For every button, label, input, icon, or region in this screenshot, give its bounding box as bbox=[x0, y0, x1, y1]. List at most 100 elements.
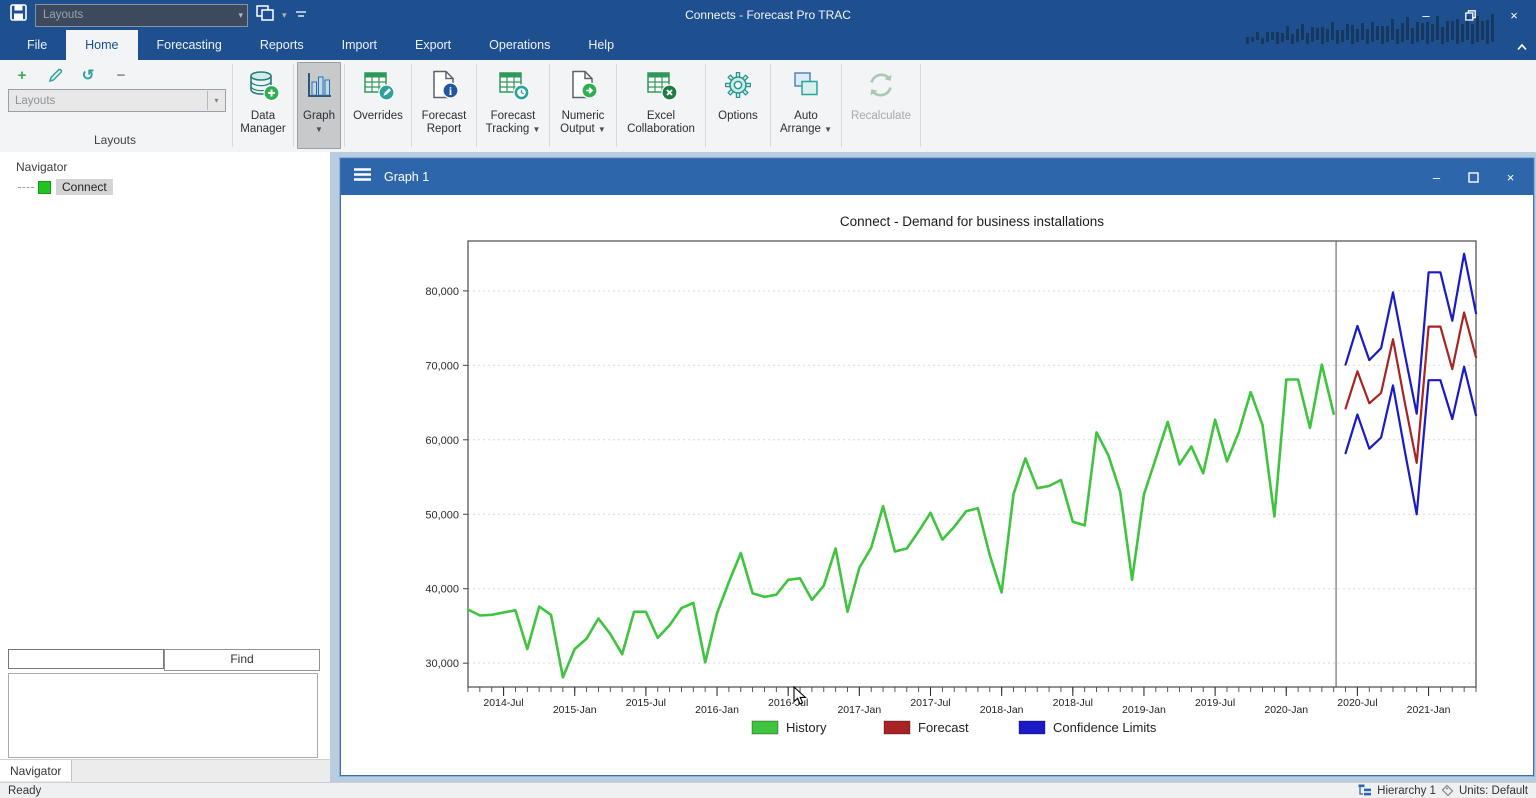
data-manager-button[interactable]: DataManager bbox=[236, 62, 290, 149]
hierarchy-icon bbox=[1358, 784, 1372, 798]
x-tick-label: 2014-Jul bbox=[483, 697, 523, 709]
graph-minimize-button[interactable]: – bbox=[1418, 163, 1455, 191]
navigator-panel: Navigator Connect Find Navigator bbox=[0, 152, 331, 782]
legend-swatch bbox=[1019, 721, 1045, 734]
excel-collaboration-button[interactable]: ExcelCollaboration bbox=[620, 62, 702, 149]
save-icon[interactable] bbox=[10, 4, 27, 26]
ribbon: + ↺− Layouts ▾ Layouts DataManager Graph▼ O… bbox=[0, 60, 1536, 153]
forecast-tracking-label: ForecastTracking ▼ bbox=[486, 110, 541, 136]
x-tick-label: 2018-Jul bbox=[1053, 697, 1093, 709]
app-title-bar[interactable]: Layouts ▾ ▾ Connects - Forecast Pro TRAC… bbox=[0, 0, 1536, 30]
graph-maximize-button[interactable] bbox=[1455, 163, 1492, 191]
graph-window-title-bar[interactable]: Graph 1 – × bbox=[341, 159, 1533, 195]
layouts-group: + ↺− Layouts ▾ Layouts bbox=[0, 60, 230, 152]
units-tag-icon bbox=[1441, 784, 1454, 798]
forecast-report-button[interactable]: iForecastReport bbox=[415, 62, 473, 149]
status-bar: Ready Hierarchy 1 Units: Default bbox=[0, 782, 1536, 798]
menu-tab-help[interactable]: Help bbox=[569, 30, 633, 60]
recalculate-label: Recalculate bbox=[851, 110, 911, 123]
mouse-cursor bbox=[793, 686, 809, 711]
add-layout-button[interactable]: + bbox=[12, 65, 32, 85]
graph-window: Graph 1 – × Connect - Demand for busines… bbox=[340, 158, 1534, 776]
x-tick-label: 2019-Jan bbox=[1122, 704, 1166, 716]
auto-arrange-label: AutoArrange ▼ bbox=[780, 110, 832, 136]
menu-tab-forecasting[interactable]: Forecasting bbox=[138, 30, 241, 60]
series-status-icon bbox=[38, 181, 51, 194]
ribbon-collapse-chevron-icon[interactable] bbox=[1516, 38, 1528, 56]
layouts-combo-caret-icon[interactable]: ▾ bbox=[207, 91, 225, 110]
find-button[interactable]: Find bbox=[164, 649, 320, 671]
legend-label: Forecast bbox=[918, 720, 969, 735]
excel-icon bbox=[644, 68, 678, 107]
plot-border bbox=[468, 241, 1476, 687]
layouts-group-caption: Layouts bbox=[0, 133, 230, 147]
quick-access-layouts-value: Layouts bbox=[43, 9, 83, 21]
x-tick-label: 2021-Jan bbox=[1407, 704, 1451, 716]
numeric-output-button[interactable]: NumericOutput ▼ bbox=[553, 62, 613, 149]
options-button[interactable]: Options bbox=[709, 62, 767, 149]
history-line bbox=[468, 365, 1334, 678]
database-add-icon bbox=[246, 68, 280, 107]
menu-tab-file[interactable]: File bbox=[8, 30, 66, 60]
menu-tab-export[interactable]: Export bbox=[396, 30, 470, 60]
navigator-tab[interactable]: Navigator bbox=[0, 760, 72, 781]
legend-label: Confidence Limits bbox=[1053, 720, 1157, 735]
y-tick-label: 60,000 bbox=[425, 435, 459, 447]
y-tick-label: 70,000 bbox=[425, 360, 459, 372]
recalc-icon bbox=[864, 68, 898, 107]
x-tick-label: 2018-Jan bbox=[980, 704, 1024, 716]
forecast-pro-app: Layouts ▾ ▾ Connects - Forecast Pro TRAC… bbox=[0, 0, 1536, 798]
window-layout-icon[interactable] bbox=[256, 5, 274, 26]
table-edit-icon bbox=[361, 68, 395, 107]
app-close-button[interactable]: × bbox=[1492, 0, 1536, 30]
quick-access-layouts-combo[interactable]: Layouts ▾ bbox=[35, 4, 248, 27]
doc-export-icon bbox=[566, 68, 600, 107]
x-tick-label: 2015-Jan bbox=[553, 704, 597, 716]
overrides-label: Overrides bbox=[353, 110, 403, 123]
table-clock-icon bbox=[496, 68, 530, 107]
find-input[interactable] bbox=[8, 649, 164, 669]
legend-label: History bbox=[786, 720, 827, 735]
remove-layout-button[interactable]: − bbox=[111, 65, 131, 85]
forecast-tracking-button[interactable]: ForecastTracking ▼ bbox=[480, 62, 546, 149]
mdi-workspace: Graph 1 – × Connect - Demand for busines… bbox=[330, 152, 1536, 782]
gear-icon bbox=[721, 68, 755, 107]
legend-swatch bbox=[752, 721, 778, 734]
y-tick-label: 50,000 bbox=[425, 509, 459, 521]
app-minimize-button[interactable]: – bbox=[1404, 0, 1448, 30]
report-info-icon: i bbox=[427, 68, 461, 107]
edit-layout-button[interactable] bbox=[45, 65, 65, 85]
x-tick-label: 2015-Jul bbox=[626, 697, 666, 709]
menu-tab-operations[interactable]: Operations bbox=[470, 30, 569, 60]
find-results-listbox[interactable] bbox=[8, 673, 318, 758]
arrange-icon bbox=[789, 68, 823, 107]
options-label: Options bbox=[718, 110, 758, 123]
graph-close-button[interactable]: × bbox=[1492, 163, 1529, 191]
y-tick-label: 80,000 bbox=[425, 286, 459, 298]
app-restore-button[interactable] bbox=[1448, 0, 1492, 30]
status-hierarchy-text[interactable]: Hierarchy 1 bbox=[1377, 785, 1436, 797]
graph-window-menu-icon[interactable] bbox=[354, 168, 371, 186]
graph-label: Graph▼ bbox=[303, 110, 335, 136]
dropdown-caret-icon[interactable]: ▾ bbox=[282, 10, 287, 21]
customize-toolbar-icon[interactable] bbox=[295, 6, 307, 24]
data-manager-label: DataManager bbox=[240, 110, 285, 136]
navigator-tree-item-connect[interactable]: Connect bbox=[18, 179, 113, 195]
x-tick-label: 2016-Jan bbox=[695, 704, 739, 716]
status-units-text[interactable]: Units: Default bbox=[1459, 785, 1528, 797]
combo-caret-icon[interactable]: ▾ bbox=[238, 10, 243, 21]
legend-swatch bbox=[884, 721, 910, 734]
chart-title: Connect - Demand for business installati… bbox=[840, 214, 1104, 229]
x-tick-label: 2020-Jul bbox=[1337, 697, 1377, 709]
graph-button[interactable]: Graph▼ bbox=[297, 62, 341, 149]
menu-tab-reports[interactable]: Reports bbox=[241, 30, 323, 60]
menu-tab-import[interactable]: Import bbox=[323, 30, 396, 60]
layouts-combo[interactable]: Layouts ▾ bbox=[8, 89, 226, 112]
tree-branch-line bbox=[18, 187, 34, 188]
undo-layout-button[interactable]: ↺ bbox=[78, 65, 98, 85]
y-tick-label: 40,000 bbox=[425, 584, 459, 596]
menu-tab-home[interactable]: Home bbox=[66, 30, 137, 60]
forecast-chart: Connect - Demand for business installati… bbox=[341, 195, 1531, 773]
overrides-button[interactable]: Overrides bbox=[348, 62, 408, 149]
auto-arrange-button[interactable]: AutoArrange ▼ bbox=[774, 62, 838, 149]
